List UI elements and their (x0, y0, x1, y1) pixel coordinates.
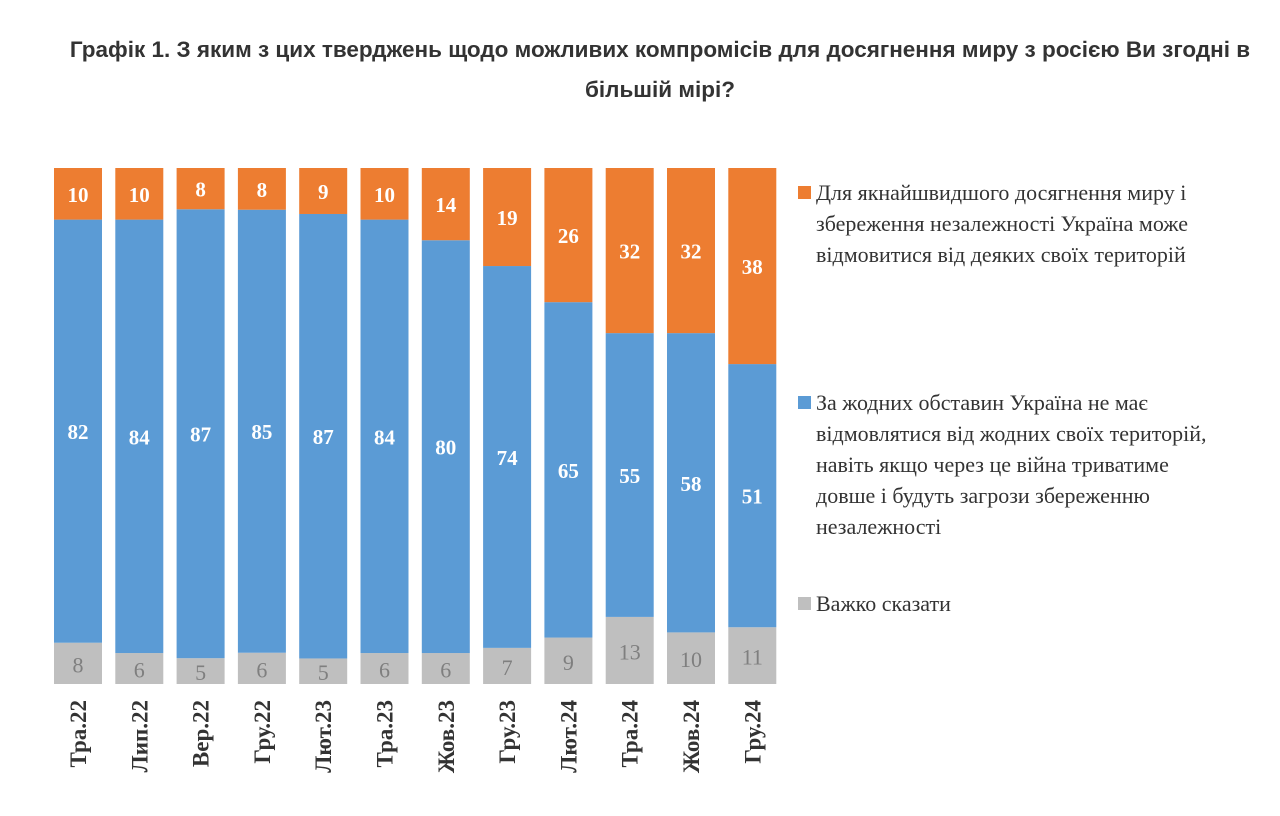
data-label: 80 (435, 436, 456, 460)
legend-label: Для якнайшвидшого досягнення миру і збер… (816, 180, 1188, 267)
legend-item: За жодних обставин Україна не має відмов… (798, 387, 1218, 542)
x-tick-label: Гру.24 (740, 700, 765, 764)
data-label: 55 (619, 464, 640, 488)
x-tick-label: Тра.24 (618, 700, 643, 768)
bar-segment (237, 652, 286, 684)
x-tick-label: Жов.24 (679, 700, 704, 774)
data-label: 9 (318, 180, 329, 204)
bar-segment (544, 637, 593, 684)
bar-segment (667, 333, 715, 633)
bar-segment (176, 168, 225, 210)
legend-swatch (798, 186, 811, 199)
x-tick-label: Лют.24 (556, 700, 581, 773)
bar-segment (605, 168, 654, 334)
data-label: 6 (134, 658, 145, 683)
bar-segment (299, 658, 348, 684)
bar-segment (605, 616, 654, 684)
data-label: 19 (497, 206, 518, 230)
data-label: 7 (502, 655, 513, 680)
data-label: 32 (681, 240, 702, 264)
bar-segment (115, 168, 164, 220)
x-tick-label: Тра.22 (66, 700, 91, 768)
data-label: 38 (742, 255, 763, 279)
data-label: 84 (374, 425, 396, 449)
x-tick-label: Лют.23 (311, 700, 336, 773)
x-tick-label: Гру.22 (250, 700, 275, 764)
bar-segment (544, 302, 593, 638)
x-tick-label: Тра.23 (373, 700, 398, 768)
bar-segment (360, 653, 409, 684)
data-label: 85 (251, 420, 272, 444)
bar-segment (299, 213, 348, 659)
data-label: 10 (680, 647, 702, 672)
data-label: 6 (379, 658, 390, 683)
x-tick-label: Жов.23 (434, 700, 459, 773)
bar-segment (728, 627, 777, 684)
data-label: 10 (68, 183, 89, 207)
bar-segment (115, 219, 164, 654)
data-label: 14 (435, 193, 457, 217)
data-label: 58 (681, 472, 702, 496)
legend-label: Важко сказати (816, 591, 951, 616)
data-label: 10 (129, 183, 150, 207)
bar-segment (360, 168, 409, 220)
stacked-bar-chart: 88210Тра.2268410Лип.225878Вер.226858Гру.… (54, 168, 777, 774)
data-label: 6 (256, 657, 267, 682)
bar-segment (299, 168, 348, 214)
data-label: 87 (190, 423, 211, 447)
data-label: 5 (195, 660, 206, 685)
chart-title: Графік 1. З яким з цих тверджень щодо мо… (69, 37, 1251, 102)
legend-item: Важко сказати (798, 588, 1218, 619)
bar-segment (54, 642, 102, 684)
bar-segment (54, 219, 102, 643)
bar-segment (483, 266, 532, 648)
bar-segment (605, 333, 654, 617)
bar-segment (176, 658, 225, 684)
data-label: 11 (742, 645, 763, 670)
bar-segment (115, 653, 164, 684)
x-tick-label: Лип.22 (127, 700, 152, 772)
legend-swatch (798, 396, 811, 409)
data-label: 26 (558, 224, 579, 248)
data-label: 9 (563, 650, 574, 675)
bar-segment (667, 168, 715, 334)
legend-label: За жодних обставин Україна не має відмов… (816, 390, 1207, 539)
bar-segment (421, 653, 470, 684)
data-label: 5 (318, 660, 329, 685)
data-label: 87 (313, 425, 334, 449)
bar-segment (421, 240, 470, 654)
bar-segment (728, 364, 777, 628)
data-label: 82 (68, 420, 89, 444)
data-label: 65 (558, 459, 579, 483)
bar-segment (483, 168, 532, 267)
data-label: 6 (440, 658, 451, 683)
data-label: 10 (374, 183, 395, 207)
bar-segment (176, 209, 225, 659)
bar-segment (237, 168, 286, 210)
bar-segment (728, 168, 777, 365)
bar-segment (421, 168, 470, 241)
legend-item: Для якнайшвидшого досягнення миру і збер… (798, 177, 1218, 270)
legend-swatch (798, 597, 811, 610)
data-label: 74 (497, 446, 519, 470)
data-label: 84 (129, 425, 151, 449)
bar-segment (667, 632, 715, 684)
data-label: 8 (257, 178, 268, 202)
data-label: 13 (619, 639, 641, 664)
bar-segment (360, 219, 409, 654)
data-label: 51 (742, 485, 763, 509)
bar-segment (483, 647, 532, 684)
x-tick-label: Вер.22 (189, 700, 214, 767)
data-label: 32 (619, 240, 640, 264)
data-label: 8 (195, 178, 206, 202)
bar-segment (237, 209, 286, 653)
bar-segment (544, 168, 593, 303)
x-tick-label: Гру.23 (495, 700, 520, 764)
bar-segment (54, 168, 102, 220)
data-label: 8 (73, 652, 84, 677)
